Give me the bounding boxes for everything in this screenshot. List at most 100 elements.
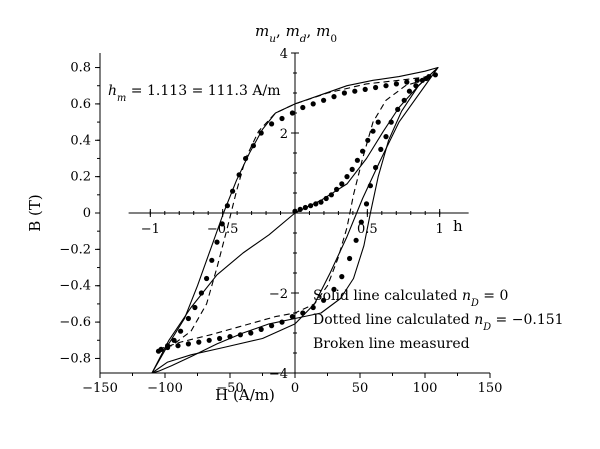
data-point <box>198 290 204 296</box>
data-point <box>269 323 275 329</box>
data-point <box>269 121 275 127</box>
data-point <box>363 201 370 207</box>
top-axis-title: mu, md, m0 <box>255 22 337 45</box>
y-tick-label: 0.8 <box>70 61 91 76</box>
data-point <box>360 148 366 154</box>
x-axis-title: H (A/m) <box>215 386 275 404</box>
data-point <box>321 97 327 103</box>
y-tick-label: 0.4 <box>70 133 91 148</box>
axes <box>95 52 491 378</box>
data-point <box>237 332 243 338</box>
data-point <box>323 195 329 202</box>
data-point <box>404 79 410 85</box>
x-tick-label: 150 <box>478 381 503 396</box>
data-point <box>414 77 420 83</box>
data-point <box>362 86 368 92</box>
inner-x-tick-label: 1 <box>436 222 444 237</box>
data-point <box>375 119 381 125</box>
data-point <box>279 115 285 122</box>
data-point <box>171 337 177 343</box>
data-point <box>250 143 256 149</box>
x-tick-label: −150 <box>82 381 118 396</box>
data-point <box>318 199 324 205</box>
data-point <box>209 257 215 263</box>
x-tick-label: 100 <box>413 381 438 396</box>
data-point <box>227 334 233 340</box>
data-point <box>353 237 359 243</box>
y-tick-label: −0.8 <box>59 351 91 366</box>
data-point <box>165 343 171 349</box>
y-tick-label: 0.2 <box>70 170 91 185</box>
data-point <box>217 335 223 342</box>
inner-x-tick-label: −1 <box>141 222 160 237</box>
data-point <box>206 337 212 343</box>
legend-entry: Broken line measured <box>313 336 470 352</box>
inner-y-tick-label: 2 <box>280 127 288 142</box>
x-tick-label: −100 <box>147 381 183 396</box>
inner-x-title: h <box>453 217 463 235</box>
data-point <box>331 94 337 100</box>
inner-x-tick-label: 0.5 <box>357 222 378 237</box>
data-point <box>354 157 360 163</box>
y-axis-title: B (T) <box>26 194 44 232</box>
y-tick-label: −0.6 <box>59 315 91 330</box>
data-point <box>413 83 419 89</box>
data-point <box>258 326 264 332</box>
data-point <box>185 341 191 347</box>
data-point <box>279 319 285 325</box>
data-point <box>347 255 353 262</box>
inner-y-tick-label: −4 <box>269 367 288 382</box>
data-point <box>344 174 350 180</box>
data-point <box>292 208 298 214</box>
data-point <box>302 204 308 211</box>
x-tick-label: 50 <box>352 381 369 396</box>
data-point <box>328 192 334 198</box>
data-point <box>258 130 264 136</box>
data-point <box>214 239 220 245</box>
data-point <box>432 72 438 78</box>
x-tick-label: −50 <box>216 381 243 396</box>
y-tick-label: −0.2 <box>59 242 91 257</box>
data-point <box>365 137 371 143</box>
data-point <box>321 297 327 303</box>
data-point <box>185 315 191 322</box>
data-markers <box>155 72 438 354</box>
data-point <box>423 75 429 82</box>
data-point <box>341 90 347 96</box>
x-tick-label: 0 <box>291 381 299 396</box>
data-point <box>370 128 376 134</box>
labels: −150 −100 −50 0 50 100 150 −0.8 −0.6 −0.4 −0.2 0 0.2… <box>26 22 564 404</box>
data-point <box>230 188 236 194</box>
data-point <box>331 286 337 292</box>
data-point <box>383 83 389 89</box>
data-point <box>349 166 355 172</box>
data-point <box>339 181 345 187</box>
data-point <box>395 106 401 112</box>
hm-annotation: hm = 1.113 = 111.3 A/m <box>108 83 280 104</box>
data-point <box>373 164 379 171</box>
data-point <box>289 314 295 320</box>
data-point <box>243 155 249 162</box>
data-point <box>310 304 316 311</box>
data-point <box>383 134 389 140</box>
data-point <box>248 330 254 336</box>
data-point <box>378 146 384 152</box>
data-point <box>401 97 407 103</box>
data-point <box>158 346 164 352</box>
legend-entry: Solid line calculated nD = 0 <box>313 288 508 309</box>
data-point <box>393 81 399 87</box>
data-point <box>300 310 306 316</box>
data-point <box>204 275 210 282</box>
data-point <box>339 274 345 280</box>
data-point <box>289 110 295 116</box>
y-tick-label: 0.6 <box>70 97 91 112</box>
data-point <box>178 328 184 334</box>
y-tick-label: 0 <box>83 206 91 221</box>
data-point <box>358 219 364 225</box>
y-tick-label: −0.4 <box>59 279 91 294</box>
data-point <box>352 88 358 94</box>
data-point <box>388 119 394 125</box>
data-point <box>224 203 230 209</box>
data-point <box>219 221 225 227</box>
